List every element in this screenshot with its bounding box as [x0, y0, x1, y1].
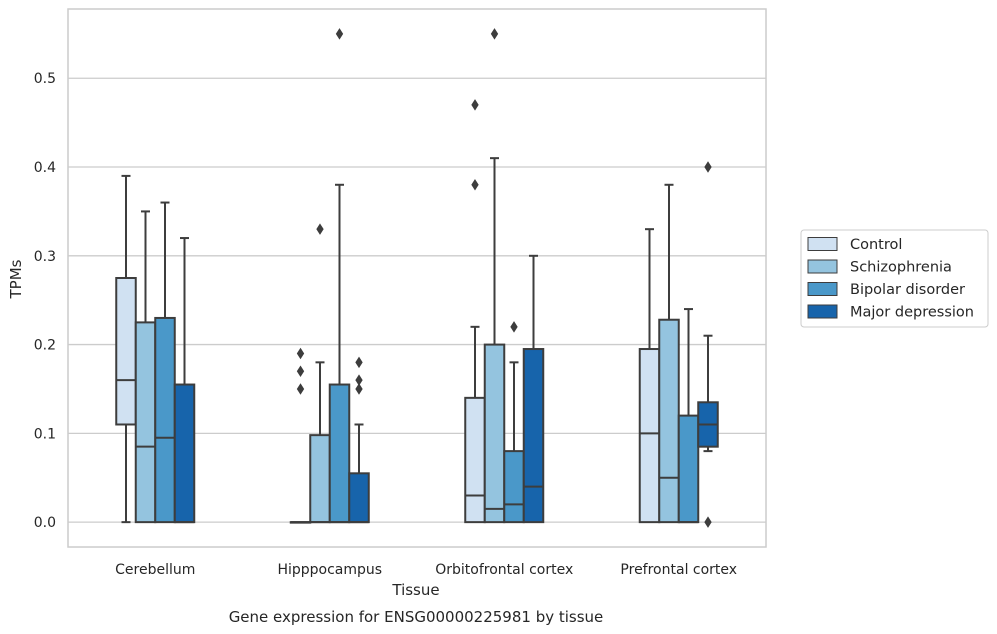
- box-body: [134, 321, 157, 524]
- box: [697, 161, 719, 528]
- box-body: [464, 396, 486, 524]
- outlier-point: [510, 321, 518, 333]
- box: [503, 321, 525, 524]
- y-axis-label: TPMs: [7, 259, 25, 299]
- legend: Control Schizophrenia Bipolar disorder Majo…: [800, 229, 989, 328]
- y-tick-label: 0.5: [34, 71, 56, 87]
- box: [522, 254, 545, 524]
- box-body: [328, 383, 351, 524]
- box: [658, 183, 680, 524]
- chart-caption: Gene expression for ENSG00000225981 by t…: [229, 608, 604, 626]
- legend-frame: [800, 229, 989, 328]
- outlier-point: [471, 179, 479, 191]
- box: [173, 237, 196, 524]
- box-body: [115, 277, 137, 426]
- outlier-point: [471, 99, 479, 111]
- outlier-point: [296, 347, 305, 360]
- outlier-point: [296, 365, 305, 377]
- plot-frame: [67, 8, 767, 548]
- legend-label: Major depression: [850, 305, 974, 321]
- box-body: [348, 472, 370, 524]
- box: [309, 223, 331, 524]
- box: [464, 99, 486, 524]
- x-tick-label: Hipppocampus: [277, 562, 382, 578]
- x-tick-label: Prefrontal cortex: [620, 562, 737, 578]
- y-tick-labels: 0.0 0.1 0.2 0.3 0.4 0.5: [34, 71, 56, 531]
- outlier-point: [355, 374, 363, 386]
- box: [328, 28, 351, 524]
- box: [677, 308, 700, 524]
- legend-label: Bipolar disorder: [850, 282, 965, 298]
- box-body: [173, 383, 196, 524]
- y-tick-label: 0.0: [34, 515, 56, 531]
- box: [348, 356, 370, 524]
- box: [134, 210, 157, 524]
- box-body: [483, 343, 506, 524]
- outlier-point: [355, 383, 363, 395]
- box: [483, 28, 506, 524]
- box-body: [522, 348, 545, 524]
- outlier-point: [490, 28, 499, 40]
- box-body: [658, 318, 680, 524]
- legend-swatch: [807, 259, 838, 274]
- box-plot-series: [115, 28, 719, 528]
- x-tick-label: Orbitofrontal cortex: [435, 562, 573, 578]
- y-tick-label: 0.1: [34, 426, 56, 442]
- legend-label: Control: [850, 237, 902, 253]
- x-tick-label: Cerebellum: [115, 562, 195, 578]
- box-body: [309, 434, 331, 524]
- legend-swatch: [807, 304, 838, 319]
- box: [115, 174, 137, 524]
- box: [638, 228, 661, 524]
- x-tick-labels: Cerebellum Hipppocampus Orbitofrontal cort…: [115, 562, 737, 578]
- y-tick-label: 0.3: [34, 249, 56, 265]
- box-body: [154, 316, 176, 524]
- outlier-point: [296, 383, 305, 395]
- outlier-point: [335, 28, 344, 40]
- y-tick-label: 0.4: [34, 160, 56, 176]
- box: [154, 201, 176, 524]
- box-body: [638, 348, 661, 524]
- outlier-point: [316, 223, 324, 235]
- box-body: [503, 450, 525, 524]
- legend-label: Schizophrenia: [850, 260, 952, 276]
- outlier-point: [704, 516, 712, 528]
- outlier-point: [704, 161, 712, 173]
- y-tick-label: 0.2: [34, 338, 56, 354]
- legend-swatch: [807, 282, 838, 296]
- box-body: [677, 414, 700, 524]
- box: [289, 347, 312, 524]
- outlier-point: [355, 356, 363, 369]
- x-axis-label: Tissue: [391, 581, 439, 599]
- legend-swatch: [807, 237, 838, 251]
